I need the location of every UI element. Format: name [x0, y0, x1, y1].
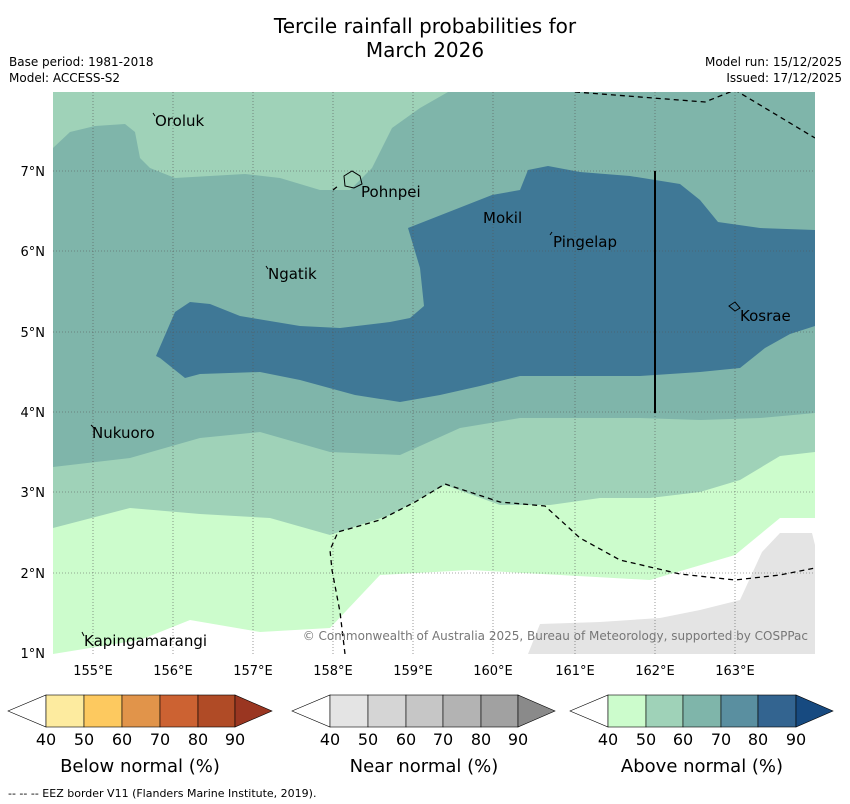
cb-below-40-50 [45, 694, 85, 728]
place-pingelap: Pingelap [553, 233, 617, 251]
cb-near-50-60 [367, 694, 407, 728]
issued-date: Issued: 17/12/2025 [726, 71, 842, 85]
model-run-date: Model run: 15/12/2025 [704, 55, 842, 69]
place-kosrae: Kosrae [740, 307, 791, 325]
cb-near-tick-40: 40 [320, 730, 340, 749]
eez-footnote: -- -- -- EEZ border V11 (Flanders Marine… [8, 787, 317, 800]
copyright-notice: © Commonwealth of Australia 2025, Bureau… [303, 629, 808, 643]
cb-below-label: Below normal (%) [60, 756, 220, 777]
cb-near-tick-70: 70 [433, 730, 453, 749]
cb-near-tick-60: 60 [396, 730, 416, 749]
zone-white-notch [780, 518, 815, 533]
cb-near-60-70 [405, 694, 444, 728]
place-pohnpei: Pohnpei [361, 183, 421, 201]
lat-label-7n: 7°N [21, 165, 46, 180]
lon-label-155e: 155°E [73, 664, 113, 679]
eez-border [329, 92, 815, 654]
cb-below-80-90 [197, 694, 236, 728]
cb-above-tick-50: 50 [636, 730, 656, 749]
cb-above-50-60 [645, 694, 684, 728]
place-oroluk: Oroluk [155, 112, 204, 130]
cb-below-60-70 [121, 694, 161, 728]
cb-below-tick-50: 50 [74, 730, 94, 749]
rainfall-map: Oroluk Pohnpei Mokil Pingelap Ngatik Kos… [21, 92, 815, 679]
lat-label-5n: 5°N [21, 326, 46, 341]
cb-near-max-arrow [517, 694, 556, 728]
lon-label-163e: 163°E [715, 664, 755, 679]
atoll-markers [81, 112, 553, 637]
cb-near-min-arrow [291, 694, 331, 728]
lon-label-157e: 157°E [233, 664, 273, 679]
zone-near-50 [528, 533, 815, 654]
kosrae-island [728, 301, 741, 312]
cb-above-label: Above normal (%) [621, 756, 783, 777]
cb-above-70-80 [720, 694, 759, 728]
cb-near-label: Near normal (%) [350, 756, 499, 777]
cb-below-tick-70: 70 [150, 730, 170, 749]
cb-near-40-50 [329, 694, 369, 728]
lat-label-2n: 2°N [21, 567, 46, 582]
place-kapingamarangi: Kapingamarangi [84, 632, 207, 650]
model-name: Model: ACCESS-S2 [9, 71, 121, 85]
lat-label-3n: 3°N [21, 486, 46, 501]
cb-near-70-80 [442, 694, 482, 728]
lon-label-160e: 160°E [473, 664, 513, 679]
cb-above-max-arrow [795, 694, 834, 728]
cb-below-max-arrow [234, 694, 273, 728]
cb-below-min-arrow [7, 694, 47, 728]
lon-label-161e: 161°E [555, 664, 595, 679]
cb-above-tick-90: 90 [786, 730, 806, 749]
graticule [53, 92, 815, 654]
lat-label-4n: 4°N [21, 406, 46, 421]
cb-near-tick-80: 80 [471, 730, 491, 749]
lon-label-159e: 159°E [393, 664, 433, 679]
cb-below-70-80 [159, 694, 199, 728]
colorbar-below-normal: 40 50 60 70 80 90 Below normal (%) [7, 694, 273, 777]
cb-above-min-arrow [569, 694, 609, 728]
cb-above-80-90 [757, 694, 797, 728]
cb-near-80-90 [480, 694, 519, 728]
cb-near-tick-90: 90 [508, 730, 528, 749]
place-nukuoro: Nukuoro [92, 424, 155, 442]
cb-near-tick-50: 50 [358, 730, 378, 749]
zone-above-80 [156, 166, 815, 402]
map-title-line2: March 2026 [365, 38, 485, 62]
lat-label-1n: 1°N [21, 647, 46, 662]
cb-below-tick-60: 60 [112, 730, 132, 749]
cb-below-tick-90: 90 [225, 730, 245, 749]
base-period: Base period: 1981-2018 [9, 55, 154, 69]
cb-above-40-50 [607, 694, 647, 728]
legend-colorbars: 40 50 60 70 80 90 Below normal (%) 40 50… [7, 694, 834, 777]
lon-label-156e: 156°E [153, 664, 193, 679]
lon-label-162e: 162°E [635, 664, 675, 679]
place-ngatik: Ngatik [268, 265, 317, 283]
cb-above-60-70 [682, 694, 722, 728]
cb-above-tick-40: 40 [598, 730, 618, 749]
cb-below-50-60 [83, 694, 123, 728]
cb-below-tick-40: 40 [36, 730, 56, 749]
cb-above-tick-70: 70 [711, 730, 731, 749]
colorbar-near-normal: 40 50 60 70 80 90 Near normal (%) [291, 694, 556, 777]
cb-above-tick-60: 60 [673, 730, 693, 749]
cb-below-tick-80: 80 [188, 730, 208, 749]
map-title-line1: Tercile rainfall probabilities for [273, 14, 577, 38]
pohnpei-island [343, 170, 363, 189]
cb-above-tick-80: 80 [748, 730, 768, 749]
place-mokil: Mokil [483, 209, 522, 227]
lat-label-6n: 6°N [21, 245, 46, 260]
lon-label-158e: 158°E [313, 664, 353, 679]
colorbar-above-normal: 40 50 60 70 80 90 Above normal (%) [569, 694, 834, 777]
